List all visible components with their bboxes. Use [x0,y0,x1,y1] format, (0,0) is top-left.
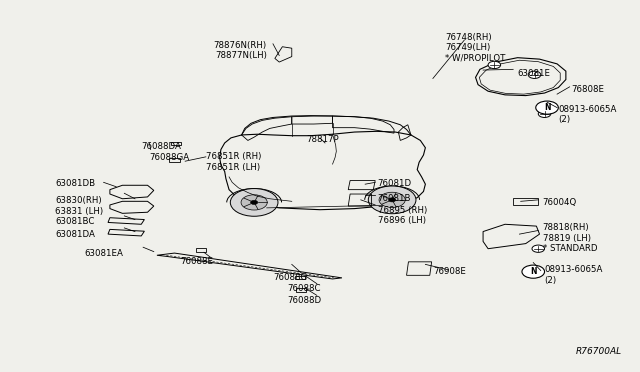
Text: 78876N(RH)
78877N(LH): 78876N(RH) 78877N(LH) [214,41,267,60]
Circle shape [488,61,500,68]
Circle shape [532,245,545,252]
Circle shape [388,198,396,202]
Bar [171,141,180,145]
Text: 63081EA: 63081EA [85,249,124,258]
Text: N: N [544,103,550,112]
Text: 76895 (RH)
76896 (LH): 76895 (RH) 76896 (LH) [378,206,427,225]
Text: 76088C: 76088C [287,284,321,293]
Text: 08913-6065A
(2): 08913-6065A (2) [545,266,603,285]
Text: 08913-6065A
(2): 08913-6065A (2) [558,105,617,125]
Text: 76851R (RH)
76851R (LH): 76851R (RH) 76851R (LH) [206,153,261,172]
Circle shape [230,189,278,216]
Text: 76081D: 76081D [378,179,412,189]
Text: 63830(RH)
63831 (LH): 63830(RH) 63831 (LH) [55,196,104,216]
Text: 76088E: 76088E [180,257,214,266]
Text: 63081BC: 63081BC [55,217,95,226]
Circle shape [522,265,545,278]
Text: 76748(RH)
76749(LH)
* W/PROPILOT: 76748(RH) 76749(LH) * W/PROPILOT [445,33,506,63]
Text: 76088DA: 76088DA [141,141,181,151]
Circle shape [241,195,268,210]
Bar [170,158,179,162]
Text: 76808E: 76808E [571,85,604,94]
Text: 63081E: 63081E [518,69,550,78]
Text: 76004Q: 76004Q [543,198,577,207]
Circle shape [538,110,551,118]
Text: 63081DB: 63081DB [55,179,95,189]
Text: N: N [530,267,536,276]
Text: 76908E: 76908E [433,267,466,276]
Bar [296,288,306,292]
Text: 76088GA: 76088GA [149,153,189,162]
Text: 78818(RH)
78819 (LH)
* STANDARD: 78818(RH) 78819 (LH) * STANDARD [543,223,597,253]
Text: 76081B: 76081B [378,194,412,203]
Circle shape [379,192,405,208]
Circle shape [536,101,558,114]
Text: 78817P: 78817P [306,135,339,144]
Circle shape [368,186,416,214]
Circle shape [528,71,541,78]
Text: 63081DA: 63081DA [55,231,95,240]
Bar [196,248,206,252]
Bar [295,276,305,279]
Circle shape [251,201,258,205]
Text: 76088D: 76088D [287,296,321,305]
Text: 76088G: 76088G [273,273,307,282]
Text: R76700AL: R76700AL [576,347,622,356]
